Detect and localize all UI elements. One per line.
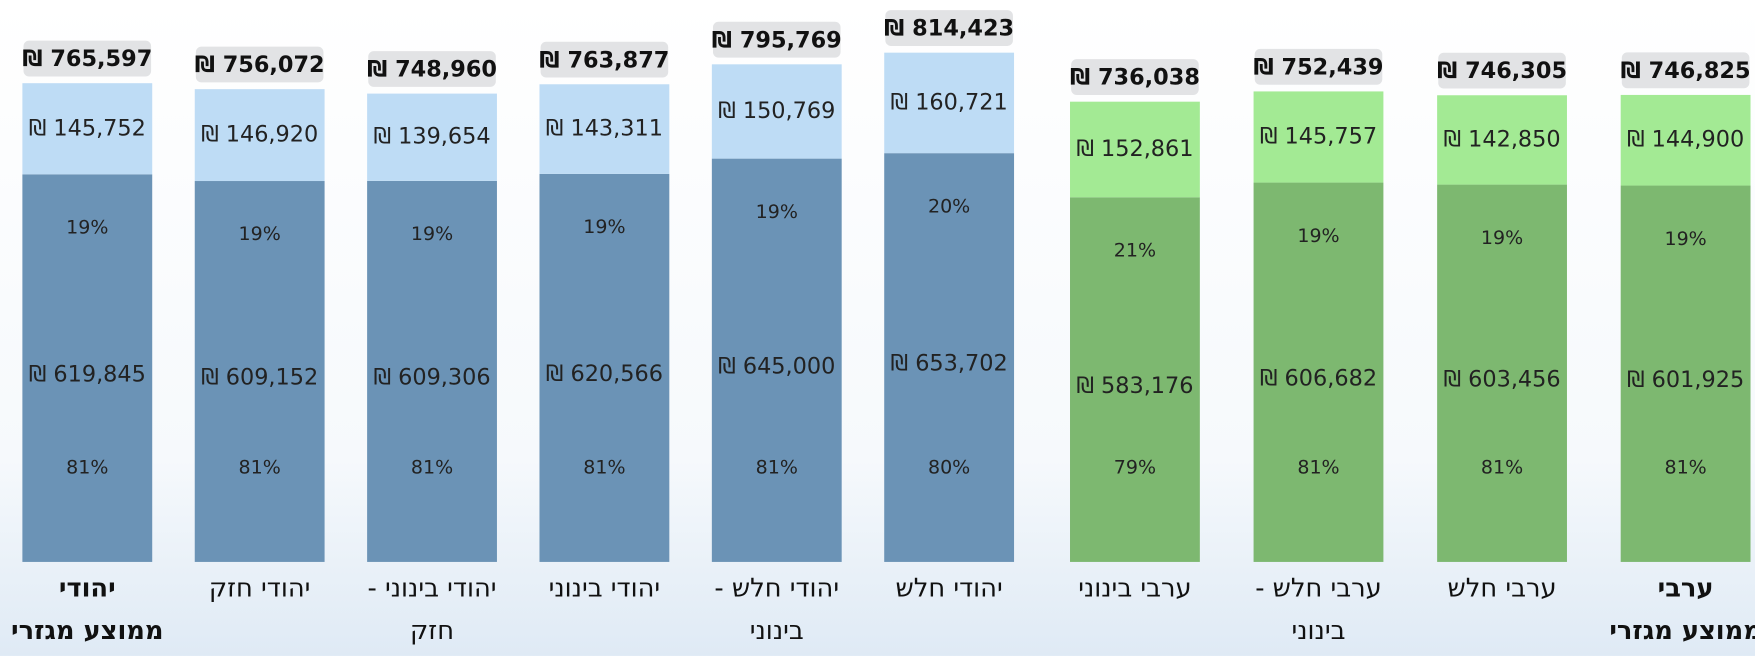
- percent-label: 81%: [756, 456, 798, 478]
- bar-segment: [194, 89, 325, 182]
- x-tick-label: יהודי בינוני: [549, 573, 661, 603]
- value-label: ₪ 619,845: [29, 361, 146, 387]
- total-box: [368, 51, 496, 87]
- value-label: ₪ 150,769: [718, 98, 835, 124]
- percent-label: 81%: [1664, 456, 1706, 478]
- x-tick-label: יהודי חלש -: [714, 573, 839, 603]
- value-label: ₪ 609,152: [201, 365, 318, 391]
- total-box: [1621, 52, 1750, 89]
- x-tick-label: ערבי בינוני: [1078, 573, 1191, 603]
- bar-segment: [1620, 94, 1751, 186]
- total-label: ₪ 763,877: [539, 47, 669, 73]
- total-box: [712, 21, 841, 58]
- percent-label: 79%: [1114, 456, 1156, 478]
- x-tick-label: ערבי חלש: [1447, 573, 1556, 603]
- bar-segment: [884, 153, 1015, 562]
- bar-segment: [711, 158, 842, 562]
- percent-label: 19%: [239, 223, 281, 245]
- total-label: ₪ 752,439: [1254, 54, 1384, 80]
- value-label: ₪ 606,682: [1260, 365, 1377, 391]
- x-tick-label: בינוני: [750, 616, 804, 646]
- bar-segment: [884, 52, 1015, 154]
- total-box: [540, 41, 669, 78]
- bar-segment: [1620, 185, 1751, 562]
- value-label: ₪ 145,757: [1260, 123, 1377, 149]
- bar-segment: [194, 181, 325, 562]
- value-label: ₪ 142,850: [1443, 126, 1560, 152]
- total-box: [195, 46, 324, 83]
- value-label: ₪ 139,654: [373, 124, 490, 150]
- percent-label: 81%: [1481, 456, 1523, 478]
- bar-segment: [711, 64, 842, 159]
- value-label: ₪ 583,176: [1076, 373, 1193, 399]
- bar-segment: [539, 173, 670, 562]
- bar-segment: [22, 174, 153, 562]
- value-label: ₪ 620,566: [546, 361, 663, 387]
- percent-label: 19%: [411, 223, 453, 245]
- x-tick-label: יהודי חזק: [209, 573, 311, 603]
- bar-segment: [22, 83, 153, 175]
- percent-label: 81%: [411, 456, 453, 478]
- x-tick-label: ממוצע מגזרי: [1609, 616, 1755, 646]
- percent-label: 80%: [928, 456, 970, 478]
- percent-label: 19%: [1664, 228, 1706, 250]
- bar-segment: [1070, 101, 1200, 198]
- total-box: [1438, 52, 1566, 89]
- x-tick-label: ערבי חלש -: [1255, 573, 1382, 603]
- percent-label: 81%: [583, 456, 625, 478]
- total-box: [23, 40, 152, 77]
- value-label: ₪ 160,721: [891, 89, 1008, 115]
- percent-label: 81%: [1297, 456, 1339, 478]
- x-tick-label: חזק: [410, 616, 454, 646]
- total-label: ₪ 795,769: [712, 27, 842, 53]
- bar-segment: [1437, 184, 1567, 562]
- total-box: [1254, 48, 1383, 85]
- value-label: ₪ 143,311: [546, 116, 663, 142]
- value-label: ₪ 144,900: [1627, 127, 1744, 153]
- total-label: ₪ 746,825: [1621, 58, 1751, 84]
- total-label: ₪ 748,960: [367, 57, 497, 83]
- total-label: ₪ 756,072: [195, 52, 325, 78]
- percent-label: 20%: [928, 195, 970, 217]
- x-tick-label: יהודי: [59, 573, 116, 603]
- value-label: ₪ 152,861: [1076, 136, 1193, 162]
- bar-segment: [367, 93, 497, 181]
- x-tick-label: ממוצע מגזרי: [11, 616, 163, 646]
- percent-label: 81%: [239, 456, 281, 478]
- value-label: ₪ 145,752: [29, 115, 146, 141]
- value-label: ₪ 146,920: [201, 122, 318, 148]
- bar-segment: [1437, 95, 1567, 185]
- total-label: ₪ 746,305: [1437, 58, 1567, 84]
- total-box: [885, 10, 1013, 46]
- percent-label: 19%: [1297, 225, 1339, 247]
- bar-segment: [1253, 182, 1384, 562]
- total-label: ₪ 765,597: [22, 46, 152, 72]
- value-label: ₪ 609,306: [373, 365, 490, 391]
- total-box: [1071, 59, 1199, 95]
- percent-label: 19%: [1481, 227, 1523, 249]
- x-tick-label: יהודי חלש: [896, 573, 1003, 603]
- bar-segment: [539, 84, 670, 174]
- x-tick-label: בינוני: [1291, 616, 1345, 646]
- percent-label: 21%: [1114, 239, 1156, 261]
- percent-label: 19%: [66, 217, 108, 239]
- bar-segment: [1253, 91, 1384, 183]
- x-tick-label: יהודי בינוני -: [368, 573, 497, 603]
- value-label: ₪ 601,925: [1627, 367, 1744, 393]
- total-label: ₪ 736,038: [1070, 65, 1200, 91]
- total-label: ₪ 814,423: [884, 16, 1014, 42]
- value-label: ₪ 645,000: [718, 353, 835, 379]
- bar-segment: [1070, 197, 1200, 562]
- percent-label: 19%: [756, 201, 798, 223]
- percent-label: 81%: [66, 456, 108, 478]
- value-label: ₪ 653,702: [891, 351, 1008, 377]
- value-label: ₪ 603,456: [1443, 366, 1560, 392]
- bar-segment: [367, 180, 497, 562]
- percent-label: 19%: [583, 216, 625, 238]
- x-tick-label: ערבי: [1658, 573, 1714, 603]
